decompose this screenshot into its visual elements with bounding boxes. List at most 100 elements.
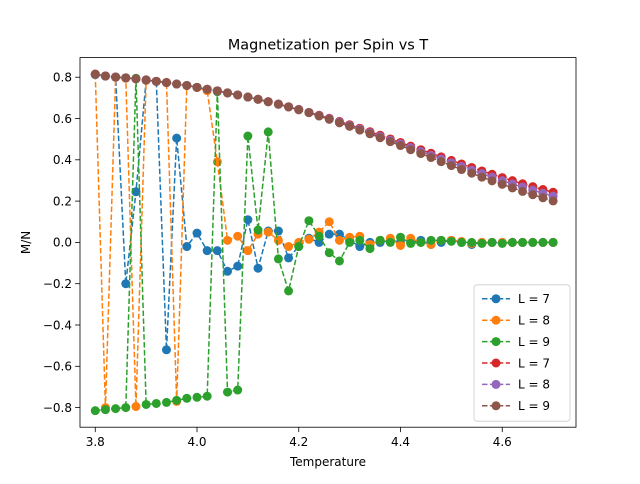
x-tick-label: 4.6 [493, 435, 512, 449]
data-point [477, 238, 487, 248]
data-point [395, 232, 405, 242]
legend-marker [491, 315, 501, 325]
data-point [395, 241, 405, 250]
data-point [233, 385, 243, 395]
data-point [100, 71, 110, 81]
data-point [324, 229, 334, 239]
data-point [182, 242, 192, 252]
data-point [375, 133, 385, 143]
data-point [172, 79, 182, 89]
data-point [151, 76, 161, 86]
legend: L = 7 L = 8 L = 9 L = 7 L = 8 L = 9 [473, 284, 571, 422]
data-point [324, 217, 334, 227]
series-line [95, 78, 554, 412]
data-point [345, 237, 355, 247]
legend-entry: L = 7 [482, 292, 550, 306]
y-tick-label: −0.2 [43, 277, 72, 291]
legend-entry: L = 9 [482, 335, 550, 349]
legend-marker [491, 294, 501, 304]
y-tick-label: 0.8 [53, 71, 72, 85]
data-point [284, 253, 294, 263]
legend-marker [491, 337, 501, 347]
data-point [212, 86, 222, 96]
data-point [263, 127, 273, 137]
y-tick-label: −0.8 [43, 401, 72, 415]
y-tick-label: −0.6 [43, 360, 72, 374]
data-point [518, 186, 528, 196]
data-point [294, 105, 304, 115]
legend-entry: L = 9 [482, 399, 550, 413]
data-point [161, 78, 171, 88]
data-point [446, 161, 456, 171]
data-point [487, 176, 497, 186]
data-point [253, 94, 263, 104]
data-point [477, 172, 487, 182]
data-point [223, 387, 233, 397]
data-point [446, 236, 456, 246]
data-point [202, 246, 212, 256]
data-point [131, 187, 141, 197]
data-point [314, 231, 324, 241]
data-point [273, 254, 283, 264]
data-point [365, 129, 375, 139]
data-point [121, 279, 131, 289]
legend-marker [491, 358, 501, 368]
data-point [243, 131, 253, 141]
data-point [345, 121, 355, 131]
data-point [426, 235, 436, 245]
plot-layer [90, 69, 558, 416]
data-point [233, 231, 243, 241]
data-point [426, 153, 436, 163]
data-point [355, 235, 365, 245]
y-tick-label: 0.2 [53, 194, 72, 208]
data-point [90, 69, 100, 79]
data-point [243, 92, 253, 102]
data-point [538, 193, 548, 203]
data-point [172, 133, 182, 143]
data-point [436, 157, 446, 167]
data-point [314, 111, 324, 121]
data-point [273, 99, 283, 109]
data-point [202, 391, 212, 401]
data-point [111, 404, 121, 414]
data-point [304, 108, 314, 118]
data-point [223, 266, 233, 276]
data-point [141, 75, 151, 85]
data-point [161, 397, 171, 407]
y-tick-label: 0.4 [53, 153, 72, 167]
legend-label: L = 9 [518, 399, 550, 413]
data-point [406, 238, 416, 248]
data-point [416, 149, 426, 159]
data-point [90, 406, 100, 416]
legend-marker [491, 379, 501, 389]
data-point [314, 237, 324, 247]
data-point [223, 235, 233, 245]
data-point [243, 246, 253, 256]
data-point [141, 399, 151, 409]
y-tick-label: 0.6 [53, 112, 72, 126]
data-point [304, 216, 314, 226]
data-point [131, 74, 141, 84]
data-point [487, 237, 497, 247]
data-point [406, 145, 416, 155]
data-point [100, 405, 110, 415]
data-point [294, 242, 304, 252]
data-point [273, 235, 283, 245]
data-point [253, 263, 263, 273]
data-point [375, 235, 385, 245]
data-point [284, 242, 294, 252]
data-point [172, 395, 182, 405]
data-point [284, 286, 294, 296]
data-point [334, 256, 344, 266]
data-point [324, 248, 334, 258]
data-point [223, 88, 233, 98]
data-point [243, 215, 253, 225]
data-point [385, 137, 395, 147]
data-point [395, 141, 405, 151]
data-point [457, 237, 467, 247]
legend-entry: L = 7 [482, 356, 550, 370]
data-point [365, 244, 375, 254]
data-point [467, 168, 477, 178]
legend-label: L = 9 [518, 335, 550, 349]
